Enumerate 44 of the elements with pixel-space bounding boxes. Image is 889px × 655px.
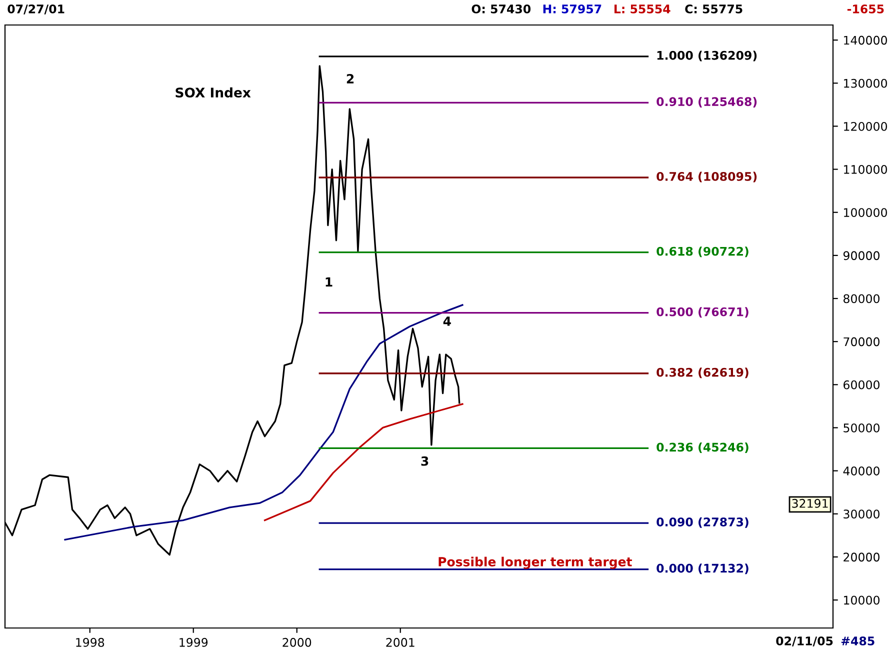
y-tick-label: 20000 <box>844 552 880 562</box>
y-tick-label: 50000 <box>844 423 880 432</box>
x-tick-label: 1998 <box>76 638 104 647</box>
series-label: 0.910 (125468) <box>656 96 757 108</box>
annotation: 32191 <box>792 498 828 508</box>
text: -1655 <box>847 4 884 14</box>
text: 07/27/01 <box>8 4 64 14</box>
series-label: 0.090 (27873) <box>656 517 748 528</box>
annotation: 4 <box>443 316 451 326</box>
x-tick-label: 2001 <box>386 638 414 647</box>
series-label: 0.500 (76671) <box>656 307 748 318</box>
text: O: 57430 <box>472 4 531 14</box>
y-tick-label: 100000 <box>844 208 888 218</box>
series-label: 0.618 (90722) <box>656 246 748 258</box>
annotation: 1 <box>326 277 332 287</box>
series-label: 0.000 (17132) <box>656 564 748 574</box>
y-tick-label: 10000 <box>844 596 880 605</box>
annotation: 3 <box>421 456 428 466</box>
annotation: Possible longer term target <box>438 556 632 569</box>
annotation: 2 <box>346 74 354 84</box>
y-tick-label: 40000 <box>843 466 880 476</box>
text: 02/11/05 <box>776 636 833 646</box>
line-series <box>264 403 464 522</box>
y-tick-label: 70000 <box>844 337 880 346</box>
text: SOX Index <box>176 87 251 98</box>
y-tick-label: 110000 <box>844 165 888 174</box>
y-tick-label: 120000 <box>844 122 888 131</box>
y-tick-label: 140000 <box>844 36 888 45</box>
x-tick-label: 2000 <box>282 638 312 647</box>
y-tick-label: 80000 <box>844 294 880 304</box>
y-tick-label: 90000 <box>843 251 880 260</box>
y-tick-label: 60000 <box>844 380 880 390</box>
line-series <box>64 304 464 541</box>
text: L: 55554 <box>614 4 670 14</box>
y-tick-label: 130000 <box>844 78 888 88</box>
series-label: 1.000 (136209) <box>657 50 757 62</box>
series-label: 0.764 (108095) <box>656 172 757 182</box>
y-tick-label: 30000 <box>844 510 880 519</box>
text: C: 55775 <box>685 4 742 14</box>
text: #485 <box>841 636 874 646</box>
x-tick-label: 1999 <box>180 638 208 647</box>
text: H: 57957 <box>543 4 602 14</box>
series-label: 0.382 (62619) <box>656 368 748 378</box>
series-label: 0.236 (45246) <box>656 442 748 454</box>
